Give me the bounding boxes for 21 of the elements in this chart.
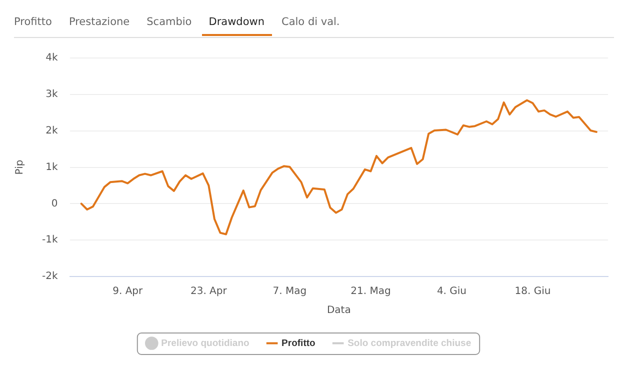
y-axis-title: Pip [14,160,26,175]
y-tick-label: 4k [46,52,58,64]
y-tick-label: 1k [46,162,58,173]
y-tick-label: -1k [42,234,58,246]
x-tick-label: 23. Apr [190,286,228,298]
x-tick-label: 18. Giu [514,286,551,298]
y-tick-label: -2k [42,271,58,282]
x-tick-label: 21. Mag [350,286,391,298]
y-tick-label: 2k [46,125,58,136]
text: Drawdown [208,14,264,35]
x-tick-label: 9. Apr [112,286,144,298]
y-tick-label: 3k [46,89,58,100]
text: Scambio [146,15,192,30]
legend-label: Profitto [282,338,316,349]
x-tick-label: 7. Mag [272,286,307,298]
text: Profitto [14,15,52,30]
text: Prestazione [68,15,130,30]
x-axis-title: Data [326,305,351,316]
text: Calo di val. [282,15,340,30]
y-tick-label: 0 [51,198,58,210]
x-tick-label: 4. Giu [436,286,467,298]
